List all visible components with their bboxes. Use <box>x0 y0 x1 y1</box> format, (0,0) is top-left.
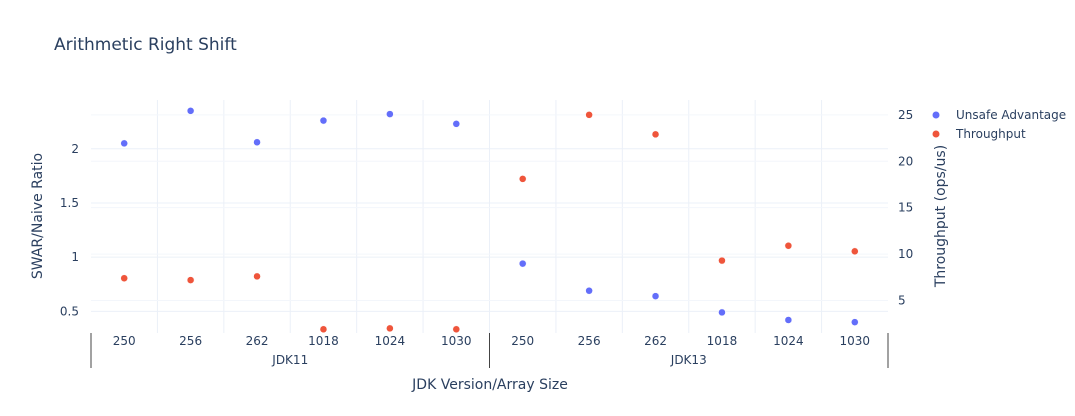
data-point <box>851 318 859 326</box>
data-point <box>319 325 328 334</box>
legend-label: Throughput <box>955 127 1026 141</box>
data-point <box>386 110 394 118</box>
x-axis-title: JDK Version/Array Size <box>411 377 568 393</box>
x-tick-label: 262 <box>246 334 269 348</box>
data-point <box>253 272 261 281</box>
y2-tick-label: 5 <box>898 294 906 308</box>
data-point <box>186 107 195 115</box>
grid-layer <box>91 100 888 333</box>
x-tick-label: 250 <box>113 334 136 348</box>
data-point <box>253 138 261 147</box>
x-tick-label: 1030 <box>840 334 871 348</box>
y-tick-label: 1.5 <box>60 196 79 210</box>
x-tick-label: 256 <box>179 334 202 348</box>
legend-item[interactable]: Throughput <box>932 127 1026 141</box>
data-point <box>784 316 793 324</box>
data-point <box>319 116 328 125</box>
data-point <box>518 259 527 268</box>
x-tick-label: 1024 <box>375 334 406 348</box>
x-tick-label: 1018 <box>707 334 738 348</box>
legend-item[interactable]: Unsafe Advantage <box>932 108 1067 122</box>
x-tick-label: 1018 <box>308 334 339 348</box>
legend-marker <box>932 111 940 119</box>
legend-label: Unsafe Advantage <box>956 108 1066 122</box>
x-tick-label: 256 <box>578 334 601 348</box>
data-point <box>518 175 527 183</box>
data-point <box>186 276 195 284</box>
data-point <box>585 111 593 119</box>
y2-tick-label: 25 <box>898 108 913 122</box>
data-point <box>784 241 793 250</box>
x-tick-label: 1030 <box>441 334 472 348</box>
legend[interactable]: Unsafe Advantage Throughput <box>932 108 1067 141</box>
data-point <box>452 325 461 334</box>
x-tick-label: 262 <box>644 334 667 348</box>
x-tick-label: 250 <box>511 334 534 348</box>
y2-tick-label: 10 <box>898 247 913 261</box>
data-point <box>851 247 859 256</box>
data-point <box>120 274 128 282</box>
data-point <box>718 308 726 317</box>
data-point <box>120 139 128 148</box>
data-point <box>452 120 461 128</box>
y-tick-label: 2 <box>71 142 79 156</box>
y2-tick-label: 15 <box>898 201 913 215</box>
y-tick-label: 1 <box>71 250 79 264</box>
x-group-label: JDK13 <box>670 353 707 367</box>
data-point <box>386 324 394 333</box>
x-group-label: JDK11 <box>271 353 308 367</box>
chart-title: Arithmetic Right Shift <box>54 35 237 55</box>
marker-layer <box>120 107 859 334</box>
x-tick-label: 1024 <box>773 334 804 348</box>
y-tick-label: 0.5 <box>60 304 79 318</box>
data-point <box>651 130 660 139</box>
y-axis-title: SWAR/Naive Ratio <box>30 153 46 279</box>
data-point <box>651 292 660 300</box>
data-point <box>585 286 593 295</box>
y2-tick-label: 20 <box>898 154 913 168</box>
legend-marker <box>932 130 940 138</box>
data-point <box>718 256 726 265</box>
y2-axis-title: Throughput (ops/us) <box>933 145 949 288</box>
